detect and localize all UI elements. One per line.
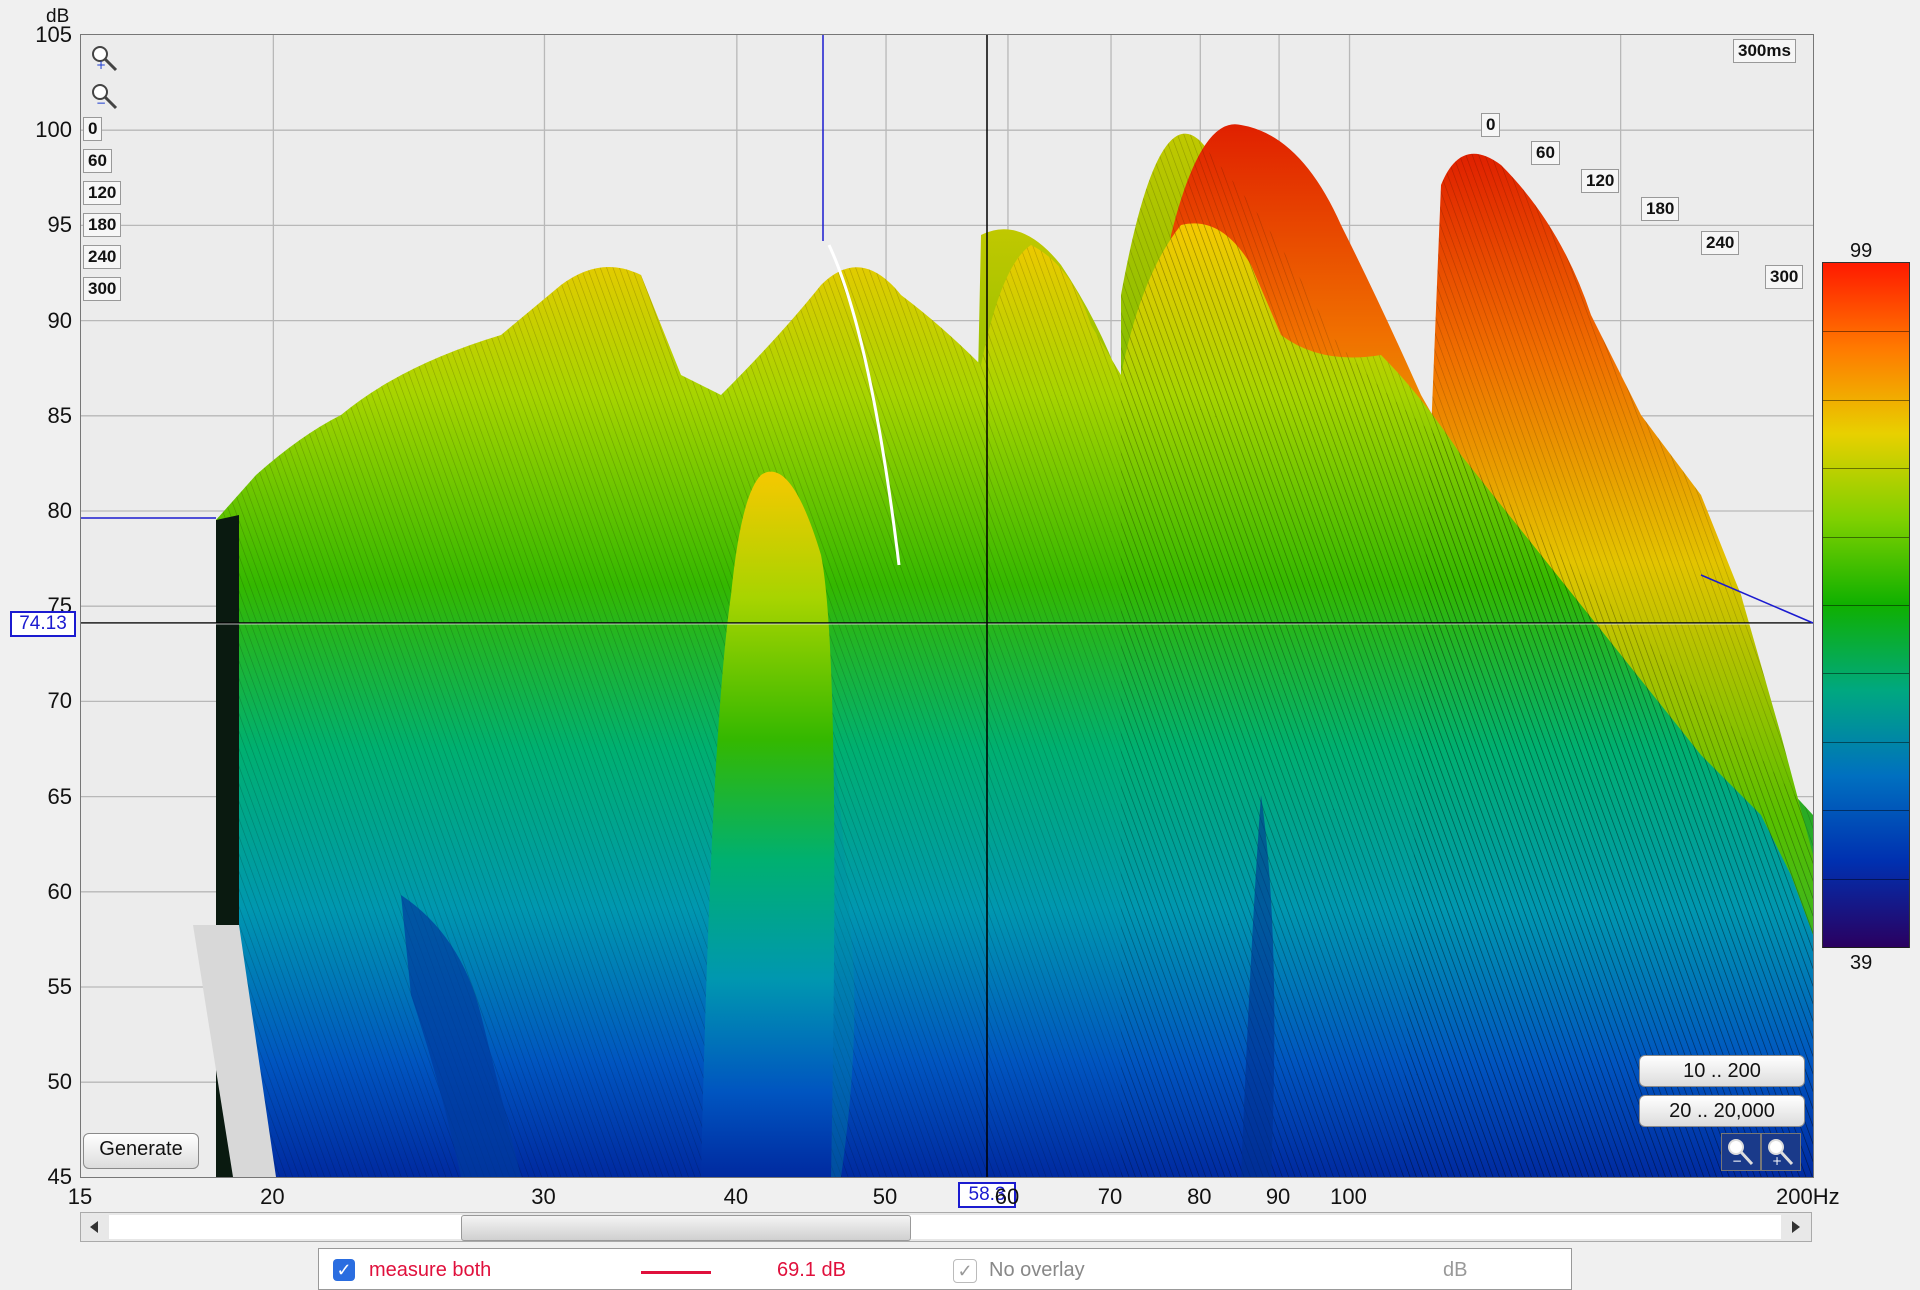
time-label-right: 300: [1765, 265, 1804, 289]
color-scale-tick: [1823, 468, 1909, 470]
y-tick-label: 45: [47, 1164, 72, 1190]
x-tick-label: 70: [1097, 1184, 1123, 1209]
color-scale-tick: [1823, 605, 1909, 606]
color-scale-min: 39: [1850, 952, 1873, 974]
zoom-out-horizontal-icon[interactable]: −: [1721, 1133, 1761, 1171]
y-tick-label: 70: [47, 688, 72, 714]
x-tick-label: 100: [1330, 1184, 1367, 1209]
x-cursor-readout: 58.3: [958, 1182, 1016, 1208]
x-tick-label: 60: [994, 1184, 1020, 1209]
color-scale-bar: [1822, 262, 1910, 948]
time-label-right: 120: [1581, 169, 1620, 193]
horizontal-scrollbar[interactable]: [80, 1212, 1812, 1242]
x-tick-label: 90: [1265, 1184, 1291, 1209]
svg-text:+: +: [96, 58, 106, 72]
measure-checkbox[interactable]: ✓: [333, 1259, 355, 1281]
overlay-label: No overlay: [989, 1259, 1085, 1281]
time-label-left: 120: [83, 181, 122, 205]
time-label-right: 180: [1641, 197, 1680, 221]
time-label-right: 0: [1481, 113, 1501, 137]
time-label-left: 240: [83, 245, 122, 269]
time-label-left: 0: [83, 117, 103, 141]
overlay-unit: dB: [1443, 1259, 1468, 1281]
color-scale-tick: [1823, 947, 1909, 948]
scroll-left-arrow[interactable]: [81, 1213, 107, 1241]
x-axis-end-label: 200Hz: [1776, 1184, 1840, 1209]
time-label-left: 300: [83, 277, 122, 301]
y-tick-label: 80: [47, 498, 72, 523]
y-tick-label: 95: [47, 212, 72, 238]
time-label-left: 180: [83, 213, 122, 237]
zoom-in-vertical-icon[interactable]: +: [89, 43, 119, 73]
y-tick-label: 55: [47, 974, 72, 999]
y-tick-label: 60: [47, 878, 72, 904]
time-label-left: 60: [83, 149, 112, 173]
y-tick-label: 90: [47, 307, 72, 333]
scroll-track-white: [109, 1215, 1781, 1239]
x-tick-label: 80: [1187, 1184, 1212, 1209]
color-scale-tick: [1823, 810, 1909, 812]
measure-line-swatch: [641, 1271, 711, 1274]
zoom-out-vertical-icon[interactable]: −: [89, 81, 119, 111]
x-tick-label: 50: [872, 1184, 898, 1209]
waterfall-plot[interactable]: + − 0 60 120 180 240 300 0 60 120 180 240 300 300m…: [80, 34, 1814, 1178]
y-cursor-readout: 74.13: [10, 611, 76, 637]
color-scale-tick: [1823, 331, 1909, 333]
color-scale-tick: [1823, 399, 1909, 401]
time-label-right: 60: [1531, 141, 1560, 165]
zoom-in-horizontal-icon[interactable]: +: [1761, 1133, 1801, 1171]
y-tick-label: 100: [35, 117, 72, 143]
svg-text:−: −: [1732, 1154, 1742, 1168]
color-scale-max: 99: [1850, 240, 1873, 262]
overlay-checkbox[interactable]: ✓: [953, 1259, 977, 1283]
x-tick-label: 15: [67, 1184, 93, 1209]
legend-panel: ✓ measure both 69.1 dB ✓ No overlay dB: [318, 1248, 1572, 1290]
color-scale-tick: [1823, 878, 1909, 880]
x-tick-label: 40: [723, 1184, 749, 1209]
svg-text:+: +: [1772, 1154, 1782, 1168]
color-scale-tick: [1823, 536, 1909, 538]
y-tick-label: 65: [47, 783, 72, 809]
y-tick-label: 85: [47, 402, 72, 428]
surface-front: [193, 133, 1813, 1177]
y-unit-label: dB: [46, 6, 70, 27]
waterfall-surface: [81, 35, 1813, 1177]
color-scale-tick: [1823, 673, 1909, 675]
y-tick-label: 50: [47, 1069, 72, 1095]
svg-text:−: −: [96, 96, 106, 110]
range-10-200-button[interactable]: 10 .. 200: [1639, 1055, 1805, 1087]
x-tick-label: 30: [531, 1184, 556, 1209]
generate-button[interactable]: Generate: [83, 1133, 199, 1169]
x-tick-label: 20: [260, 1184, 285, 1209]
scroll-thumb[interactable]: [461, 1215, 911, 1241]
measure-value: 69.1 dB: [777, 1259, 846, 1281]
color-scale-tick: [1823, 741, 1909, 743]
y-tick-label: 105: [35, 22, 72, 47]
measure-label: measure both: [369, 1259, 492, 1281]
scroll-right-arrow[interactable]: [1783, 1213, 1809, 1241]
range-20-20000-button[interactable]: 20 .. 20,000: [1639, 1095, 1805, 1127]
time-label-right: 240: [1701, 231, 1740, 255]
time-top-label: 300ms: [1733, 39, 1796, 63]
